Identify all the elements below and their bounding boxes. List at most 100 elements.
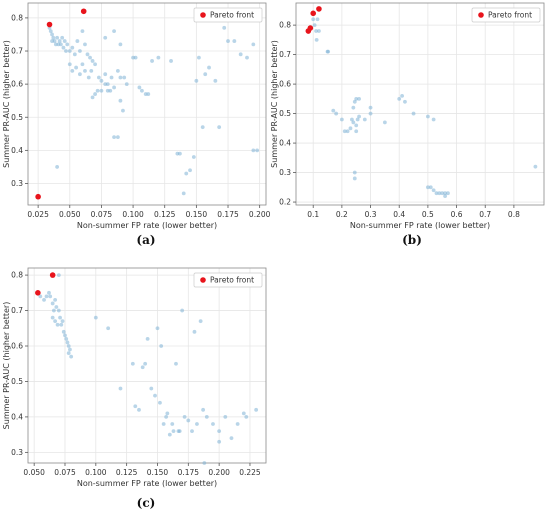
scatter-point [317,29,321,33]
x-tick-label: 0.075 [54,468,76,477]
scatter-point [217,429,222,433]
scatter-point [181,191,186,196]
x-tick-label: 0.175 [217,210,239,219]
scatter-point [355,117,360,122]
y-tick-label: 0.4 [11,146,23,155]
scatter-point [118,42,123,47]
scatter-point [350,117,354,122]
scatter-point [55,165,60,169]
scatter-point [68,347,72,352]
y-tick-label: 0.6 [279,80,291,89]
scatter-point [93,92,97,96]
scatter-point [245,55,249,60]
scatter-point [83,68,87,73]
pareto-point [49,272,56,278]
scatter-point [217,125,222,130]
y-tick-label: 0.2 [279,198,291,207]
scatter-point [93,62,97,67]
plot-frame [295,2,545,206]
plot-area [28,268,266,463]
scatter-point [93,315,98,320]
scatter-point [345,129,350,134]
scatter-point [437,191,442,196]
scatter-point [112,29,116,34]
scatter-point [351,105,356,110]
scatter-point [137,85,142,90]
scatter-point [368,105,373,110]
legend-marker [200,277,206,283]
scatter-point [222,25,227,30]
scatter-point [69,354,74,359]
scatter-point [54,305,59,309]
scatter-point [428,185,433,190]
scatter-point [66,351,71,355]
x-tick-label: 0.1 [307,210,319,219]
chart-panel-a: 0.025 0.050 0.075 0.100 0.125 0.150 0.175 0.200… [2,2,271,230]
scatter-point [96,75,101,80]
scatter-point [65,42,70,47]
caption-a: (a) [136,233,156,247]
scatter-point [103,82,108,87]
y-tick-label: 0.6 [11,342,23,351]
scatter-point [348,126,353,131]
scatter-point [217,439,222,444]
scatter-point [440,191,445,196]
y-tick-label: 0.5 [279,109,291,118]
scatter-point [182,415,187,419]
scatter-point [143,361,148,366]
scatter-point [53,319,58,324]
y-tick-label: 0.8 [11,14,23,23]
scatter-point [425,114,430,119]
scatter-point [106,326,111,331]
scatter-point [339,117,344,122]
scatter-point [352,99,357,104]
scatter-point [145,337,150,341]
scatter-point [149,386,154,391]
scatter-point [53,298,58,302]
scatter-point [38,294,43,299]
scatter-point [133,55,138,60]
y-tick-label: 0.7 [279,50,291,59]
scatter-point [352,170,357,175]
scatter-point [62,39,67,43]
x-tick-label: 0.125 [116,468,138,477]
scatter-point [90,95,95,100]
scatter-point [55,322,60,327]
plot-frame [27,2,267,206]
x-tick-label: 0.075 [91,210,113,219]
scatter-point [121,108,125,113]
scatter-point [202,461,207,465]
scatter-point [86,75,91,80]
scatter-point [57,39,62,43]
scatter-point [232,39,237,43]
scatter-point [164,415,169,419]
scatter-point [85,52,90,57]
scatter-point [226,39,230,43]
x-tick-label: 0.175 [178,468,200,477]
scatter-point [122,75,127,80]
scatter-point [61,329,66,334]
scatter-point [109,75,114,80]
caption-c: (c) [136,496,156,510]
scatter-point [533,164,538,169]
scatter-point [180,308,185,313]
legend-box [193,272,263,288]
scatter-point [56,273,61,277]
plot-area [28,3,266,205]
x-tick-label: 0.050 [59,210,81,219]
scatter-point [397,96,402,101]
scatter-point [368,111,373,116]
scatter-point [174,361,178,366]
x-tick-label: 0.050 [23,468,45,477]
y-axis-label: Summer PR-AUC (higher better) [270,40,279,168]
scatter-point [70,68,75,73]
scatter-point [195,422,199,426]
scatter-point [188,168,192,173]
scatter-point [314,37,319,42]
scatter-point [334,111,339,116]
legend-label: Pareto front [210,11,254,20]
scatter-point [167,432,172,437]
scatter-point [140,88,144,93]
scatter-point [446,191,450,196]
